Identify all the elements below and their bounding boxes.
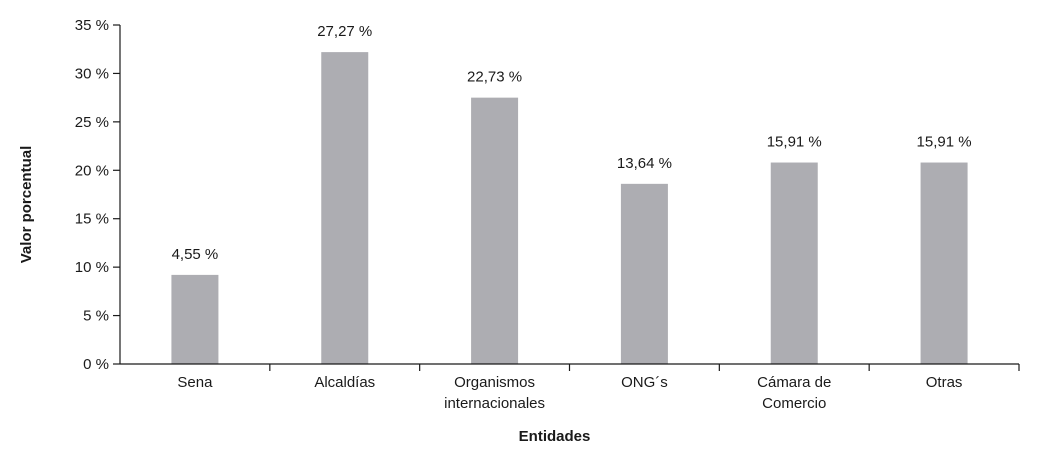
x-tick-label-line: Organismos (454, 374, 535, 391)
bar (321, 52, 369, 365)
y-tick-label: 10 % (75, 259, 109, 276)
bar (620, 183, 668, 364)
x-tick-label: ONG´s (621, 374, 668, 391)
bars-group (171, 52, 968, 365)
y-tick-label: 25 % (75, 114, 109, 131)
data-label: 15,91 % (767, 134, 822, 151)
y-tick-label: 35 % (75, 17, 109, 34)
bar (770, 162, 818, 364)
x-tick-label: Otras (926, 374, 963, 391)
y-tick-label: 15 % (75, 211, 109, 228)
data-label: 27,27 % (317, 23, 372, 40)
bar (471, 97, 519, 365)
y-axis-title: Valor porcentual (18, 146, 35, 264)
x-axis-title: Entidades (519, 428, 591, 445)
bar (171, 274, 219, 364)
data-label: 22,73 % (467, 69, 522, 86)
y-axis-ticks: 0 % 5 % 10 % 15 % 20 % 25 % 30 % 35 % (75, 17, 1020, 373)
data-labels-group: 4,55 % 27,27 % 22,73 % 13,64 % 15,91 % 15,91 … (172, 23, 972, 263)
y-tick-label: 30 % (75, 65, 109, 82)
x-tick-label-line: ONG´s (621, 374, 668, 391)
x-tick-label: Alcaldías (314, 374, 375, 391)
data-label: 15,91 % (917, 134, 972, 151)
y-tick-label: 20 % (75, 162, 109, 179)
data-label: 4,55 % (172, 246, 219, 263)
y-tick-label: 5 % (83, 308, 109, 325)
x-tick-label: Sena (177, 374, 213, 391)
x-tick-label-line: Sena (177, 374, 213, 391)
x-tick-label-line: internacionales (444, 395, 545, 412)
x-tick-label-line: Cámara de (757, 374, 831, 391)
x-tick-label: Organismos internacionales (444, 374, 545, 412)
x-axis-labels: Sena Alcaldías Organismos internacionales ON… (177, 374, 962, 412)
bar (920, 162, 968, 364)
x-tick-label-line: Comercio (762, 395, 826, 412)
x-tick-label: Cámara de Comercio (757, 374, 831, 412)
data-label: 13,64 % (617, 155, 672, 172)
x-tick-label-line: Otras (926, 374, 963, 391)
y-tick-label: 0 % (83, 356, 109, 373)
x-tick-label-line: Alcaldías (314, 374, 375, 391)
